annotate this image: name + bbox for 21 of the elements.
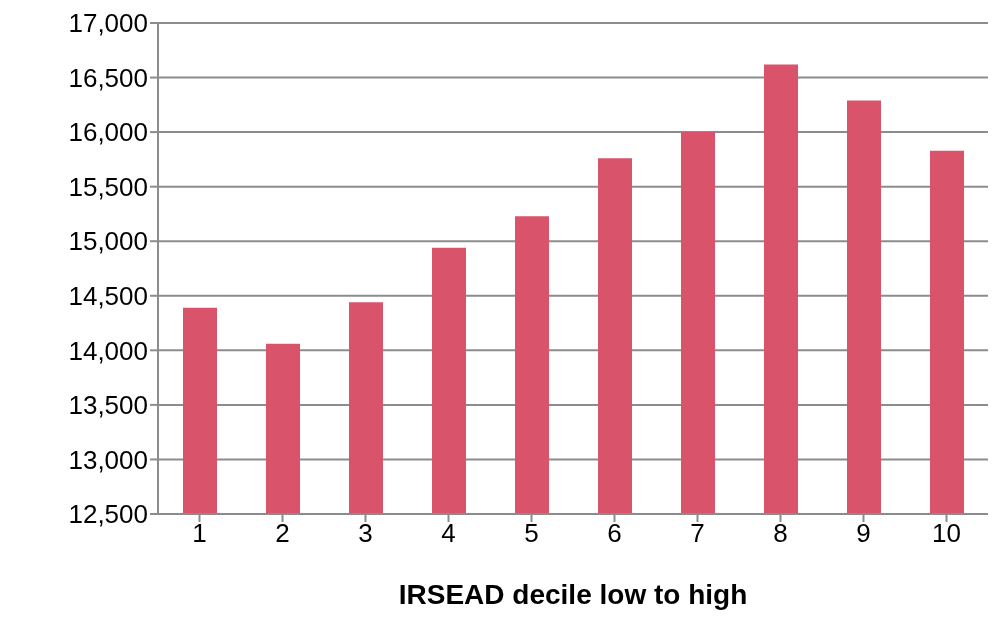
y-tick-label: 13,000: [68, 444, 148, 475]
x-tick-label: 3: [358, 518, 373, 549]
x-tick-label: 9: [856, 518, 871, 549]
x-tick-label: 5: [524, 518, 539, 549]
x-tick-label: 6: [607, 518, 622, 549]
y-tick-label: 16,500: [68, 62, 148, 93]
x-tick-label: 7: [690, 518, 705, 549]
y-tick-label: 13,500: [68, 390, 148, 421]
y-tick-label: 12,500: [68, 499, 148, 530]
x-tick-label: 2: [275, 518, 290, 549]
x-tick-label: 1: [192, 518, 207, 549]
y-tick-label: 14,000: [68, 335, 148, 366]
y-tick-label: 14,500: [68, 281, 148, 312]
x-tick-label: 8: [773, 518, 788, 549]
y-tick-label: 15,500: [68, 171, 148, 202]
x-tick-label: 4: [441, 518, 456, 549]
x-tick-label: 10: [932, 518, 961, 549]
x-axis-title: IRSEAD decile low to high: [398, 579, 748, 610]
y-tick-label: 17,000: [68, 8, 148, 39]
y-tick-label: 15,000: [68, 226, 148, 257]
y-tick-label: 16,000: [68, 117, 148, 148]
